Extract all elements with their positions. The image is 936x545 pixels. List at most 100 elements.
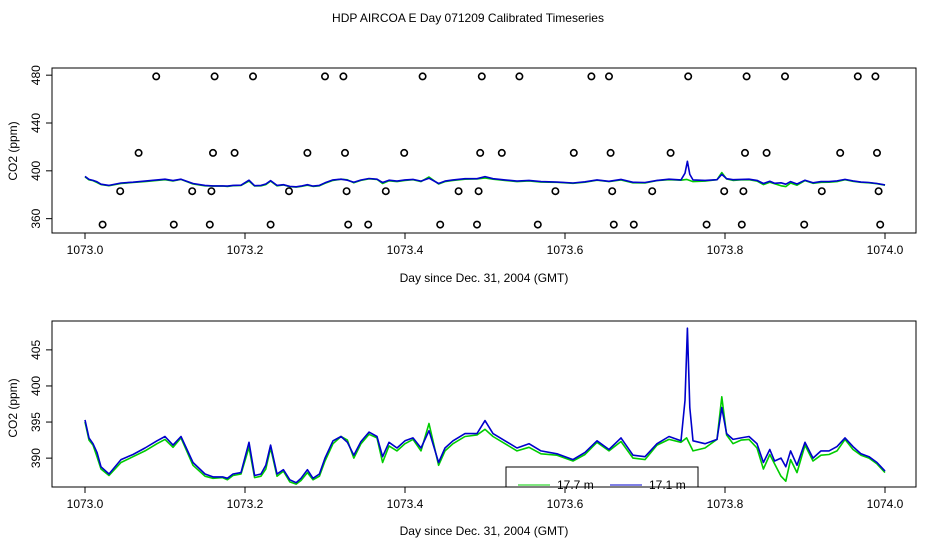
calibration-point [604, 72, 613, 81]
calibration-point [742, 72, 751, 81]
top-x-tick-label: 1074.0 [867, 243, 904, 257]
calibration-point [340, 148, 349, 157]
calibration-point [169, 220, 178, 229]
calibration-point [874, 187, 883, 196]
top-x-tick-label: 1073.6 [547, 243, 584, 257]
legend: 17.7 m 17.1 m [505, 466, 699, 492]
legend-box [505, 466, 699, 488]
top-panel: 1073.0 1073.2 1073.4 1073.6 1073.8 1074.0 360… [6, 65, 917, 285]
calibration-point [477, 72, 486, 81]
calibration-point [474, 187, 483, 196]
bottom-y-tick-label: 395 [29, 412, 43, 432]
top-x-tick-label: 1073.4 [387, 243, 424, 257]
legend-label-green: 17.7 m [557, 478, 594, 492]
calibration-point [702, 220, 711, 229]
calibration-point [836, 148, 845, 157]
bottom-x-ticks: 1073.0 1073.2 1073.4 1073.6 1073.8 1074.0 [67, 487, 904, 511]
calibration-point [209, 148, 218, 157]
calibration-point [116, 187, 125, 196]
bottom-x-tick-label: 1073.6 [547, 497, 584, 511]
calibration-point [740, 148, 749, 157]
top-x-tick-label: 1073.0 [67, 243, 104, 257]
bottom-x-tick-label: 1073.2 [227, 497, 264, 511]
calibration-point [339, 72, 348, 81]
calibration-point [381, 187, 390, 196]
calibration-point [344, 220, 353, 229]
calibration-point [134, 148, 143, 157]
calibration-point [876, 220, 885, 229]
calibration-point [266, 220, 275, 229]
top-points-layer [98, 72, 885, 229]
calibration-point [737, 220, 746, 229]
bottom-plot-area [84, 327, 886, 485]
calibration-point [303, 148, 312, 157]
calibration-point [284, 187, 293, 196]
bottom-y-tick-label: 405 [29, 340, 43, 360]
bottom-series-layer [84, 327, 886, 485]
calibration-point [207, 187, 216, 196]
bottom-series-line-blue [84, 327, 886, 484]
calibration-point [472, 220, 481, 229]
bottom-series-line-green [84, 395, 886, 485]
top-plot-frame [51, 67, 917, 234]
bottom-x-tick-label: 1073.4 [387, 497, 424, 511]
bottom-y-tick-label: 400 [29, 376, 43, 396]
top-series-layer [84, 160, 886, 188]
calibration-point [817, 187, 826, 196]
bottom-x-axis-label: Day since Dec. 31, 2004 (GMT) [400, 524, 569, 538]
calibration-point [152, 72, 161, 81]
calibration-point [210, 72, 219, 81]
calibration-point [249, 72, 258, 81]
calibration-point [533, 220, 542, 229]
top-y-ticks: 360 400 440 480 [29, 65, 52, 229]
page-title: HDP AIRCOA E Day 071209 Calibrated Times… [332, 11, 604, 25]
calibration-point [853, 72, 862, 81]
calibration-point [418, 72, 427, 81]
calibration-point [648, 187, 657, 196]
calibration-point [320, 72, 329, 81]
calibration-point [230, 148, 239, 157]
bottom-x-tick-label: 1073.8 [707, 497, 744, 511]
calibration-point [780, 72, 789, 81]
top-series-line-blue [84, 160, 886, 188]
top-y-tick-label: 400 [29, 160, 43, 180]
calibration-point [400, 148, 409, 157]
calibration-point [436, 220, 445, 229]
calibration-point [800, 220, 809, 229]
calibration-point [762, 148, 771, 157]
calibration-point [629, 220, 638, 229]
bottom-y-tick-label: 390 [29, 448, 43, 468]
calibration-point [871, 72, 880, 81]
top-x-tick-label: 1073.2 [227, 243, 264, 257]
calibration-point [609, 220, 618, 229]
top-x-ticks: 1073.0 1073.2 1073.4 1073.6 1073.8 1074.0 [67, 233, 904, 257]
calibration-point [497, 148, 506, 157]
bottom-panel: 1073.0 1073.2 1073.4 1073.6 1073.8 1074.0 390… [6, 320, 917, 538]
calibration-point [364, 220, 373, 229]
calibration-point [569, 148, 578, 157]
top-x-tick-label: 1073.8 [707, 243, 744, 257]
calibration-point [205, 220, 214, 229]
calibration-point [342, 187, 351, 196]
calibration-point [720, 187, 729, 196]
calibration-point [551, 187, 560, 196]
top-x-axis-label: Day since Dec. 31, 2004 (GMT) [400, 271, 569, 285]
calibration-point [98, 220, 107, 229]
calibration-point [515, 72, 524, 81]
bottom-x-tick-label: 1073.0 [67, 497, 104, 511]
bottom-plot-frame [51, 320, 917, 488]
legend-label-blue: 17.1 m [649, 478, 686, 492]
calibration-point [684, 72, 693, 81]
calibration-point [666, 148, 675, 157]
calibration-point [739, 187, 748, 196]
calibration-point [454, 187, 463, 196]
calibration-point [872, 148, 881, 157]
calibration-point [476, 148, 485, 157]
top-plot-area [84, 72, 886, 229]
calibration-point [587, 72, 596, 81]
bottom-y-axis-label: CO2 (ppm) [6, 378, 20, 437]
calibration-point [608, 187, 617, 196]
bottom-y-ticks: 390 395 400 405 [29, 340, 52, 468]
top-y-tick-label: 360 [29, 208, 43, 228]
